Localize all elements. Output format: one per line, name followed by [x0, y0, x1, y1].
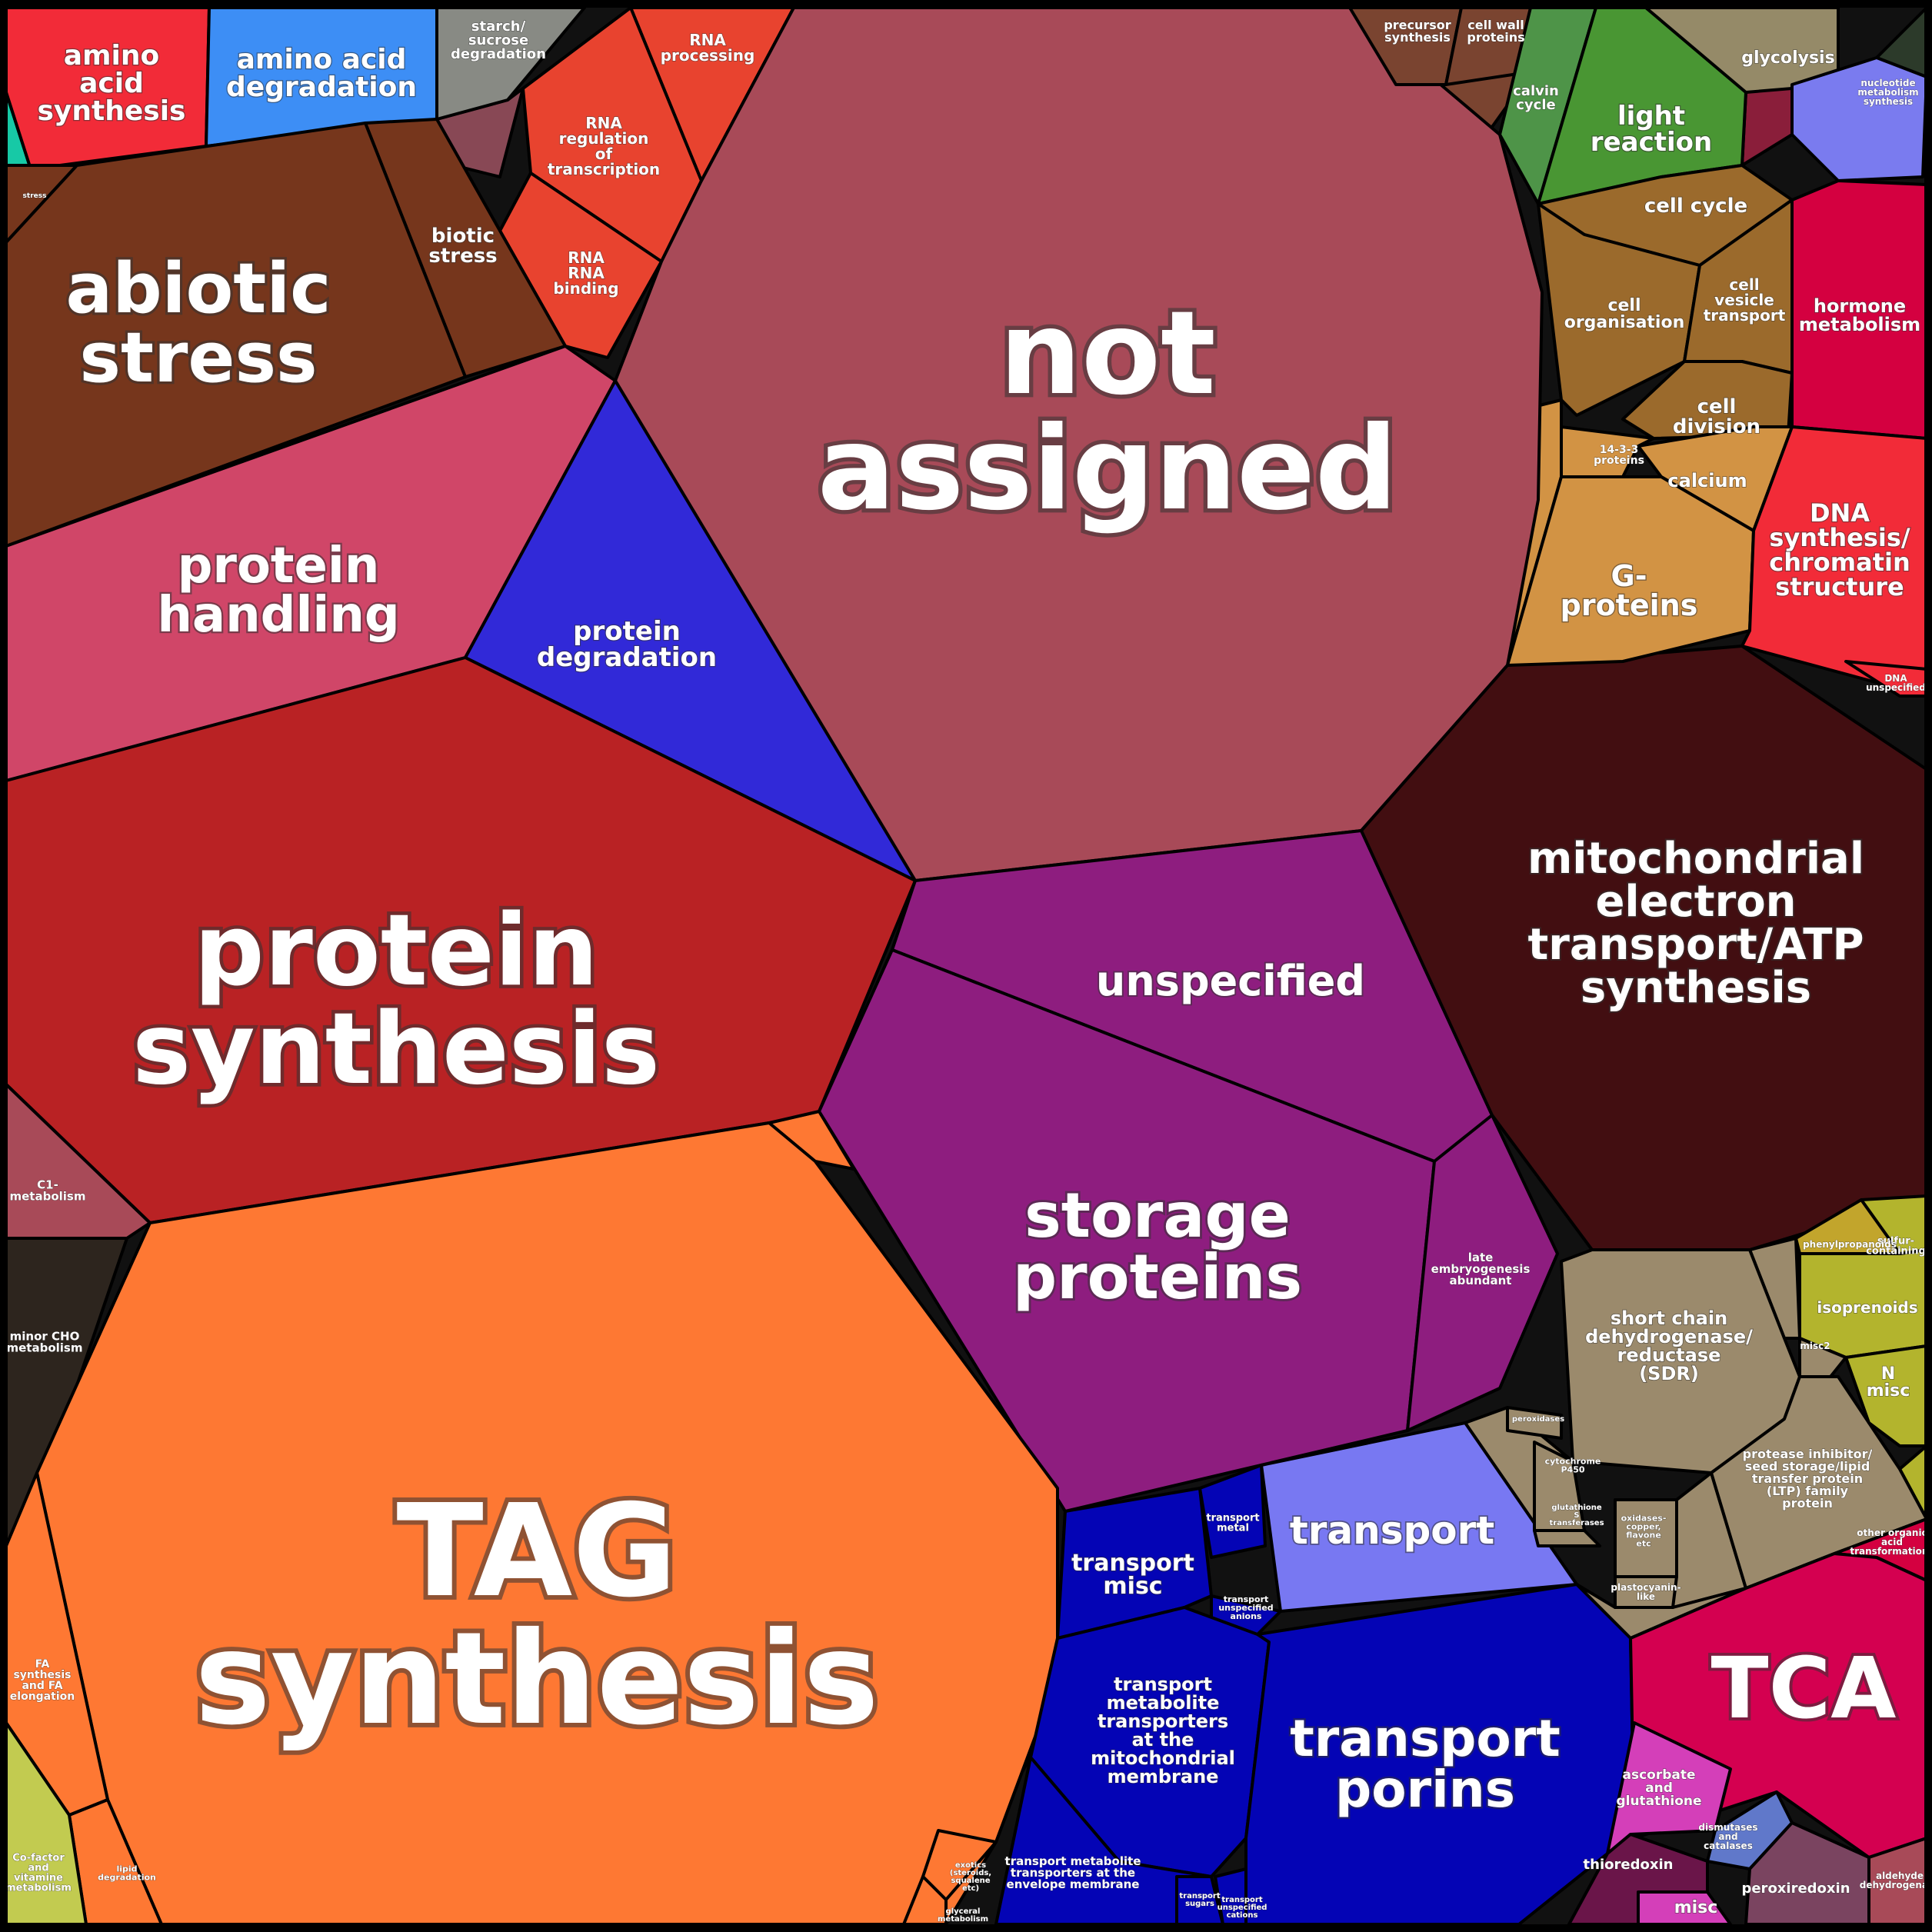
cell-phenylpropanoids[interactable]: [1794, 1198, 1901, 1255]
cell-amino-acid-synthesis[interactable]: [5, 6, 211, 171]
cell-peroxidases[interactable]: [1506, 1406, 1563, 1440]
cell-isoprenoids[interactable]: [1798, 1248, 1928, 1359]
cell-transport-metal[interactable]: [1198, 1464, 1267, 1559]
cell-plastocyanin-like[interactable]: [1614, 1575, 1678, 1609]
cell-late-embryogenesis-abundant[interactable]: [1406, 1114, 1559, 1432]
cell-transport-misc[interactable]: [1056, 1487, 1213, 1640]
cell-14-3-3-proteins[interactable]: [1560, 425, 1655, 478]
cell-nucleotide-metabolism[interactable]: [1790, 56, 1928, 182]
cell-transport-porins[interactable]: [1244, 1583, 1636, 1926]
cell-n-misc[interactable]: [1844, 1344, 1928, 1447]
cell-oxidases[interactable]: [1614, 1498, 1678, 1578]
cell-misc2[interactable]: [1798, 1337, 1847, 1378]
cell-hormone-metabolism[interactable]: [1790, 179, 1928, 440]
cell-ascorbate-glutathione[interactable]: [1606, 1721, 1732, 1855]
cell-storage-proteins[interactable]: [818, 948, 1436, 1513]
cell-glutathione-s-transferases[interactable]: [1533, 1529, 1601, 1547]
cell-rna-binding[interactable]: [498, 172, 663, 359]
